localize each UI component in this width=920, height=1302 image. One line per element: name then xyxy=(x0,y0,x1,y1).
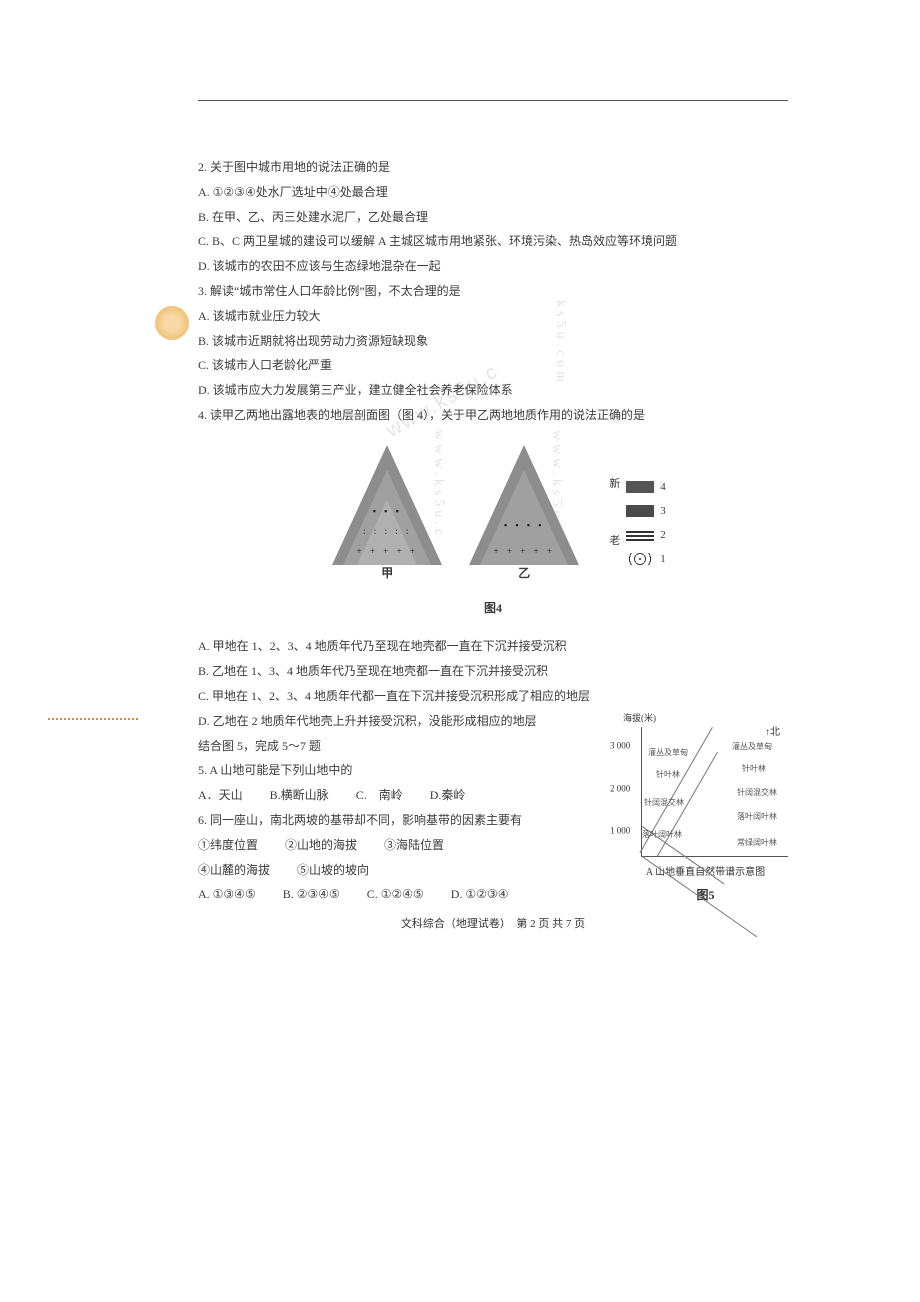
figure-4: + + + + + : : : : : ▪ ▪ ▪ 甲 + + + + + ▪ … xyxy=(198,435,788,620)
fig5-zone: 针阔混交林 xyxy=(644,795,684,810)
fig5-zone: 灌丛及草甸 xyxy=(648,745,688,760)
q6-i4: ④山麓的海拔 xyxy=(198,859,270,882)
fig5-zone: 落叶阔叶林 xyxy=(642,827,682,842)
fig5-tick: 1 000 xyxy=(610,823,630,840)
fig5-zone: 针叶林 xyxy=(742,761,766,776)
q5-opt-b: B.横断山脉 xyxy=(270,784,329,807)
q6-i3: ③海陆位置 xyxy=(384,834,444,857)
figure-5: 海拔(米) ↑北 3 000 2 000 1 000 灌丛及草甸 灌丛及草甸 针… xyxy=(623,710,788,907)
legend-id: 3 xyxy=(660,501,666,522)
page-footer: 文科综合（地理试卷） 第 2 页 共 7 页 xyxy=(198,914,788,935)
q4-opt-a: A. 甲地在 1、2、3、4 地质年代乃至现在地壳都一直在下沉并接受沉积 xyxy=(198,635,788,658)
fig5-title: 图5 xyxy=(623,884,788,907)
q6-items-1: ①纬度位置 ②山地的海拔 ③海陆位置 xyxy=(198,834,609,857)
page-content: 2. 关于图中城市用地的说法正确的是 A. ①②③④处水厂选址中④处最合理 B.… xyxy=(198,100,788,935)
legend-id: 2 xyxy=(660,525,666,546)
q6-opt-a: A. ①③④⑤ xyxy=(198,883,256,906)
q5-stem: 5. A 山地可能是下列山地中的 xyxy=(198,759,609,782)
fig5-tick: 2 000 xyxy=(610,780,630,797)
q6-i1: ①纬度位置 xyxy=(198,834,258,857)
q3-opt-a: A. 该城市就业压力较大 xyxy=(198,305,788,328)
q2-opt-d: D. 该城市的农田不应该与生态绿地混杂在一起 xyxy=(198,255,788,278)
q5-opt-d: D.秦岭 xyxy=(430,784,466,807)
q3-opt-c: C. 该城市人口老龄化严重 xyxy=(198,354,788,377)
q4-stem: 4. 读甲乙两地出露地表的地层剖面图（图 4），关于甲乙两地地质作用的说法正确的… xyxy=(198,404,788,427)
q6-opt-d: D. ①②③④ xyxy=(451,883,509,906)
q5-opt-a: A．天山 xyxy=(198,784,243,807)
fig4-mound-left: + + + + + : : : : : ▪ ▪ ▪ 甲 xyxy=(332,435,442,565)
q4-opt-c: C. 甲地在 1、2、3、4 地质年代都一直在下沉并接受沉积形成了相应的地层 xyxy=(198,685,788,708)
q2-opt-a: A. ①②③④处水厂选址中④处最合理 xyxy=(198,181,788,204)
fig4-legend: 新 老 4 3 2 1 xyxy=(609,474,666,573)
fig5-caption: A 山地垂直自然带谱示意图 xyxy=(623,863,788,882)
fig5-zone: 针阔混交林 xyxy=(737,785,777,800)
q3-opt-b: B. 该城市近期就将出现劳动力资源短缺现象 xyxy=(198,330,788,353)
bridge-text: 结合图 5，完成 5～7 题 xyxy=(198,735,609,758)
fig4-new-label: 新 xyxy=(609,474,620,495)
q2-opt-c: C. B、C 两卫星城的建设可以缓解 A 主城区城市用地紧张、环境污染、热岛效应… xyxy=(198,230,788,253)
side-watermark-logo xyxy=(155,306,189,340)
fig5-zone: 常绿阔叶林 xyxy=(737,835,777,850)
fig5-zone: 落叶阔叶林 xyxy=(737,809,777,824)
q6-opt-c: C. ①②④⑤ xyxy=(367,883,424,906)
fig5-north: 北 xyxy=(770,727,780,738)
fig5-tick: 3 000 xyxy=(610,738,630,755)
fig5-ylabel: 海拔(米) xyxy=(623,710,788,727)
q6-i5: ⑤山坡的坡向 xyxy=(297,859,369,882)
q6-options: A. ①③④⑤ B. ②③④⑤ C. ①②④⑤ D. ①②③④ xyxy=(198,883,609,906)
fig4-mound-right: + + + + + ▪ ▪ ▪ ▪ 乙 xyxy=(469,435,579,565)
fig4-title: 图4 xyxy=(320,597,666,620)
q6-i2: ②山地的海拔 xyxy=(285,834,357,857)
q5-opt-c: C. 南岭 xyxy=(356,784,403,807)
q2-opt-b: B. 在甲、乙、丙三处建水泥厂，乙处最合理 xyxy=(198,206,788,229)
fig5-zone: 针叶林 xyxy=(656,767,680,782)
q6-stem: 6. 同一座山，南北两坡的基带却不同，影响基带的因素主要有 xyxy=(198,809,609,832)
fig5-zone: 灌丛及草甸 xyxy=(732,739,772,754)
legend-id: 4 xyxy=(660,477,666,498)
fig4-right-label: 乙 xyxy=(469,562,579,585)
q4-opt-d: D. 乙地在 2 地质年代地壳上升并接受沉积，没能形成相应的地层 xyxy=(198,710,609,733)
q4-opt-b: B. 乙地在 1、3、4 地质年代乃至现在地壳都一直在下沉并接受沉积 xyxy=(198,660,788,683)
legend-id: 1 xyxy=(660,549,666,570)
q6-opt-b: B. ②③④⑤ xyxy=(283,883,340,906)
fig4-old-label: 老 xyxy=(609,531,620,552)
q3-opt-d: D. 该城市应大力发展第三产业，建立健全社会养老保险体系 xyxy=(198,379,788,402)
q5-options: A．天山 B.横断山脉 C. 南岭 D.秦岭 xyxy=(198,784,609,807)
side-dotted-rule xyxy=(48,718,138,721)
fig4-left-label: 甲 xyxy=(332,562,442,585)
q6-items-2: ④山麓的海拔 ⑤山坡的坡向 xyxy=(198,859,609,882)
q3-stem: 3. 解读“城市常住人口年龄比例”图，不太合理的是 xyxy=(198,280,788,303)
q2-stem: 2. 关于图中城市用地的说法正确的是 xyxy=(198,156,788,179)
